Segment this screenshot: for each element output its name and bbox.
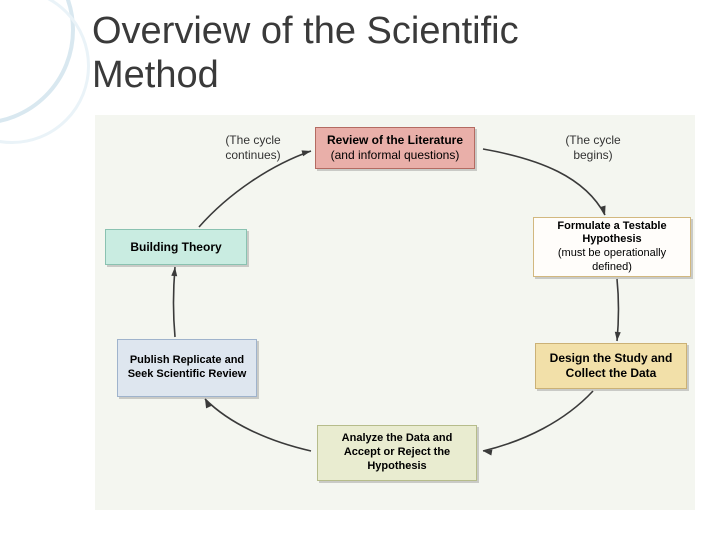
- arrowhead-design-study-to-analyze-data: [483, 450, 492, 456]
- node-review-literature-subtitle: (and informal questions): [331, 148, 460, 162]
- node-formulate-hypothesis: Formulate a Testable Hypothesis (must be…: [533, 217, 691, 277]
- arrowhead-formulate-hypothesis-to-design-study: [615, 332, 621, 341]
- page-title: Overview of the ScientificMethod: [92, 10, 519, 97]
- arrowhead-building-theory-to-review-literature: [302, 150, 311, 156]
- arrowhead-publish-replicate-to-building-theory: [171, 267, 177, 276]
- arrowhead-review-literature-to-formulate-hypothesis: [600, 206, 606, 215]
- node-design-study-title: Design the Study and Collect the Data: [550, 351, 673, 380]
- note-cycle-continues: (The cyclecontinues): [213, 133, 293, 163]
- node-review-literature-title: Review of the Literature: [327, 133, 463, 147]
- node-design-study: Design the Study and Collect the Data: [535, 343, 687, 389]
- edge-analyze-data-to-publish-replicate: [205, 399, 311, 451]
- node-analyze-data: Analyze the Data and Accept or Reject th…: [317, 425, 477, 481]
- node-analyze-data-title: Analyze the Data and Accept or Reject th…: [342, 432, 453, 472]
- diagram-panel: (The cyclecontinues) (The cyclebegins) Rev…: [95, 115, 695, 510]
- decoration-ring: [0, 0, 90, 144]
- node-building-theory: Building Theory: [105, 229, 247, 265]
- node-review-literature: Review of the Literature (and informal q…: [315, 127, 475, 169]
- arrowhead-analyze-data-to-publish-replicate: [205, 399, 212, 408]
- node-formulate-hypothesis-title: Formulate a Testable Hypothesis: [557, 220, 666, 246]
- node-publish-replicate-title: Publish Replicate and Seek Scientific Re…: [128, 354, 247, 380]
- node-formulate-hypothesis-subtitle: (must be operationally defined): [558, 247, 666, 273]
- edge-formulate-hypothesis-to-design-study: [617, 279, 619, 341]
- edge-design-study-to-analyze-data: [483, 391, 593, 451]
- edge-publish-replicate-to-building-theory: [174, 267, 176, 337]
- note-cycle-begins: (The cyclebegins): [558, 133, 628, 163]
- node-publish-replicate: Publish Replicate and Seek Scientific Re…: [117, 339, 257, 397]
- node-building-theory-title: Building Theory: [130, 240, 221, 254]
